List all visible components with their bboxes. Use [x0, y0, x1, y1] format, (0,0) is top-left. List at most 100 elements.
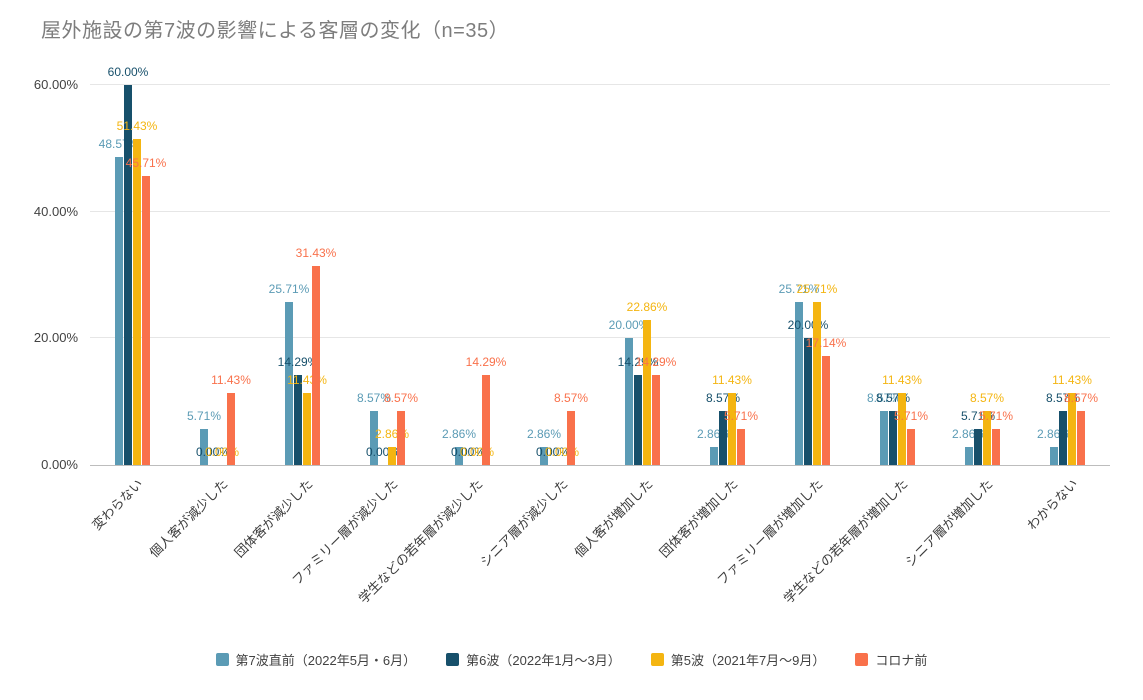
bar	[822, 356, 830, 465]
bar	[133, 139, 141, 465]
bar	[303, 392, 311, 465]
bar	[795, 302, 803, 465]
x-axis-category-label: 個人客が減少した	[146, 476, 231, 561]
bar	[455, 446, 463, 465]
chart-title: 屋外施設の第7波の影響による客層の変化（n=35）	[41, 20, 510, 42]
bar	[737, 428, 745, 465]
x-axis-category-label: 団体客が減少した	[231, 476, 316, 561]
bar-value-label: 5.71%	[186, 408, 222, 423]
bar-value-label: 8.57%	[383, 390, 419, 405]
gridline	[90, 84, 1110, 85]
gridline	[90, 210, 1110, 212]
x-axis-category-label: ファミリー層が減少した	[288, 476, 401, 588]
bar-value-label: 20.00%	[787, 318, 829, 333]
bar-value-label: 20.00%	[608, 318, 650, 333]
bar	[115, 157, 123, 465]
bar-value-label: 45.71%	[125, 155, 167, 170]
bar	[1050, 446, 1058, 465]
bar	[710, 446, 718, 465]
plot-area: 48.57% 5.71% 25.71% 8.57% 2.86% 2.86% 20.00% 2.…	[90, 66, 1110, 466]
legend: 第7波直前（2022年5月・6月） 第6波（2022年1月～3月） 第5波（2021…	[0, 650, 1143, 669]
bar-value-label: 14.29%	[465, 354, 507, 369]
x-axis-category-label: ファミリー層が増加した	[713, 476, 826, 588]
bar-value-label: 51.43%	[116, 119, 158, 134]
y-axis-tick-label: 40.00%	[33, 203, 78, 219]
bar	[200, 428, 208, 465]
bar	[124, 85, 132, 465]
x-axis-category-label: 団体客が増加した	[656, 476, 741, 561]
legend-color-swatch-icon	[446, 653, 460, 666]
gridline	[90, 337, 1110, 339]
bar	[482, 374, 490, 465]
bar	[719, 410, 727, 465]
bar	[294, 374, 302, 465]
legend-color-swatch-icon	[855, 653, 869, 666]
bar-value-label: 5.71%	[723, 408, 759, 423]
bar	[974, 428, 982, 465]
bar	[540, 446, 548, 465]
bar	[643, 320, 651, 465]
bar	[1068, 392, 1076, 465]
bar-value-label: 17.14%	[805, 336, 847, 351]
legend-label: 第5波（2021年7月～9月）	[670, 653, 826, 668]
bar-value-label: 11.43%	[211, 372, 251, 387]
bar-value-label: 25.71%	[796, 282, 838, 297]
bar	[907, 428, 915, 465]
legend-color-swatch-icon	[215, 653, 229, 666]
legend-label: 第6波（2022年1月～3月）	[466, 653, 621, 668]
bar-value-label: 8.57%	[1063, 390, 1099, 405]
bar-value-label: 14.29%	[635, 354, 677, 369]
bar	[1077, 410, 1085, 465]
legend-label: 第7波直前（2022年5月・6月）	[235, 653, 417, 668]
bar	[880, 410, 888, 465]
x-axis-category-label: わからない	[1023, 476, 1081, 533]
x-axis-category-label: 変わらない	[88, 476, 146, 533]
bar-value-label: 8.57%	[969, 390, 1005, 405]
bar	[388, 446, 396, 465]
bar	[1059, 410, 1067, 465]
x-axis-category-label: 学生などの若年層が増加した	[780, 476, 911, 607]
x-axis-category-label: 個人客が増加した	[571, 476, 656, 561]
bar	[567, 410, 575, 465]
bar-value-label: 11.43%	[712, 372, 752, 387]
bar-value-label: 11.43%	[1052, 372, 1092, 387]
bar-value-label: 22.86%	[626, 300, 668, 315]
legend-item: 第6波（2022年1月～3月）	[446, 650, 621, 669]
x-axis-category-label: シニア層が増加した	[901, 476, 996, 570]
bar-value-label: 5.71%	[893, 408, 929, 423]
bar-value-label: 2.86%	[441, 426, 477, 441]
bar-value-label: 5.71%	[978, 408, 1014, 423]
y-axis-tick-label: 60.00%	[33, 77, 78, 92]
bar-value-label: 14.29%	[277, 354, 319, 369]
legend-item: コロナ前	[855, 650, 927, 669]
bar	[813, 302, 821, 465]
bar	[983, 410, 991, 465]
bar-value-label: 0.00%	[450, 445, 486, 459]
bar-value-label: 60.00%	[107, 65, 149, 79]
y-axis-tick-label: 20.00%	[33, 330, 78, 346]
bar	[227, 392, 235, 465]
bar	[965, 446, 973, 465]
bar	[312, 265, 320, 465]
x-axis-category-label: シニア層が減少した	[476, 476, 571, 570]
bar-value-label: 2.86%	[526, 426, 562, 441]
bar	[652, 374, 660, 465]
bar	[285, 302, 293, 465]
bar	[889, 410, 897, 465]
bar-value-label: 25.71%	[268, 282, 310, 297]
bar	[370, 410, 378, 465]
bar	[898, 392, 906, 465]
bar-value-label: 8.57%	[553, 390, 589, 405]
bar	[728, 392, 736, 465]
x-axis-category-label: 学生などの若年層が減少した	[355, 476, 486, 607]
bar-value-label: 11.43%	[287, 372, 327, 387]
legend-label: コロナ前	[875, 653, 928, 668]
legend-item: 第5波（2021年7月～9月）	[650, 650, 826, 669]
bar-value-label: 8.57%	[866, 390, 902, 405]
legend-color-swatch-icon	[650, 653, 664, 666]
bar	[397, 410, 405, 465]
bar-value-label: 8.57%	[356, 390, 392, 405]
y-axis-tick-label: 0.00%	[41, 457, 78, 472]
bar	[142, 175, 150, 465]
bar-value-label: 0.00%	[535, 445, 571, 459]
